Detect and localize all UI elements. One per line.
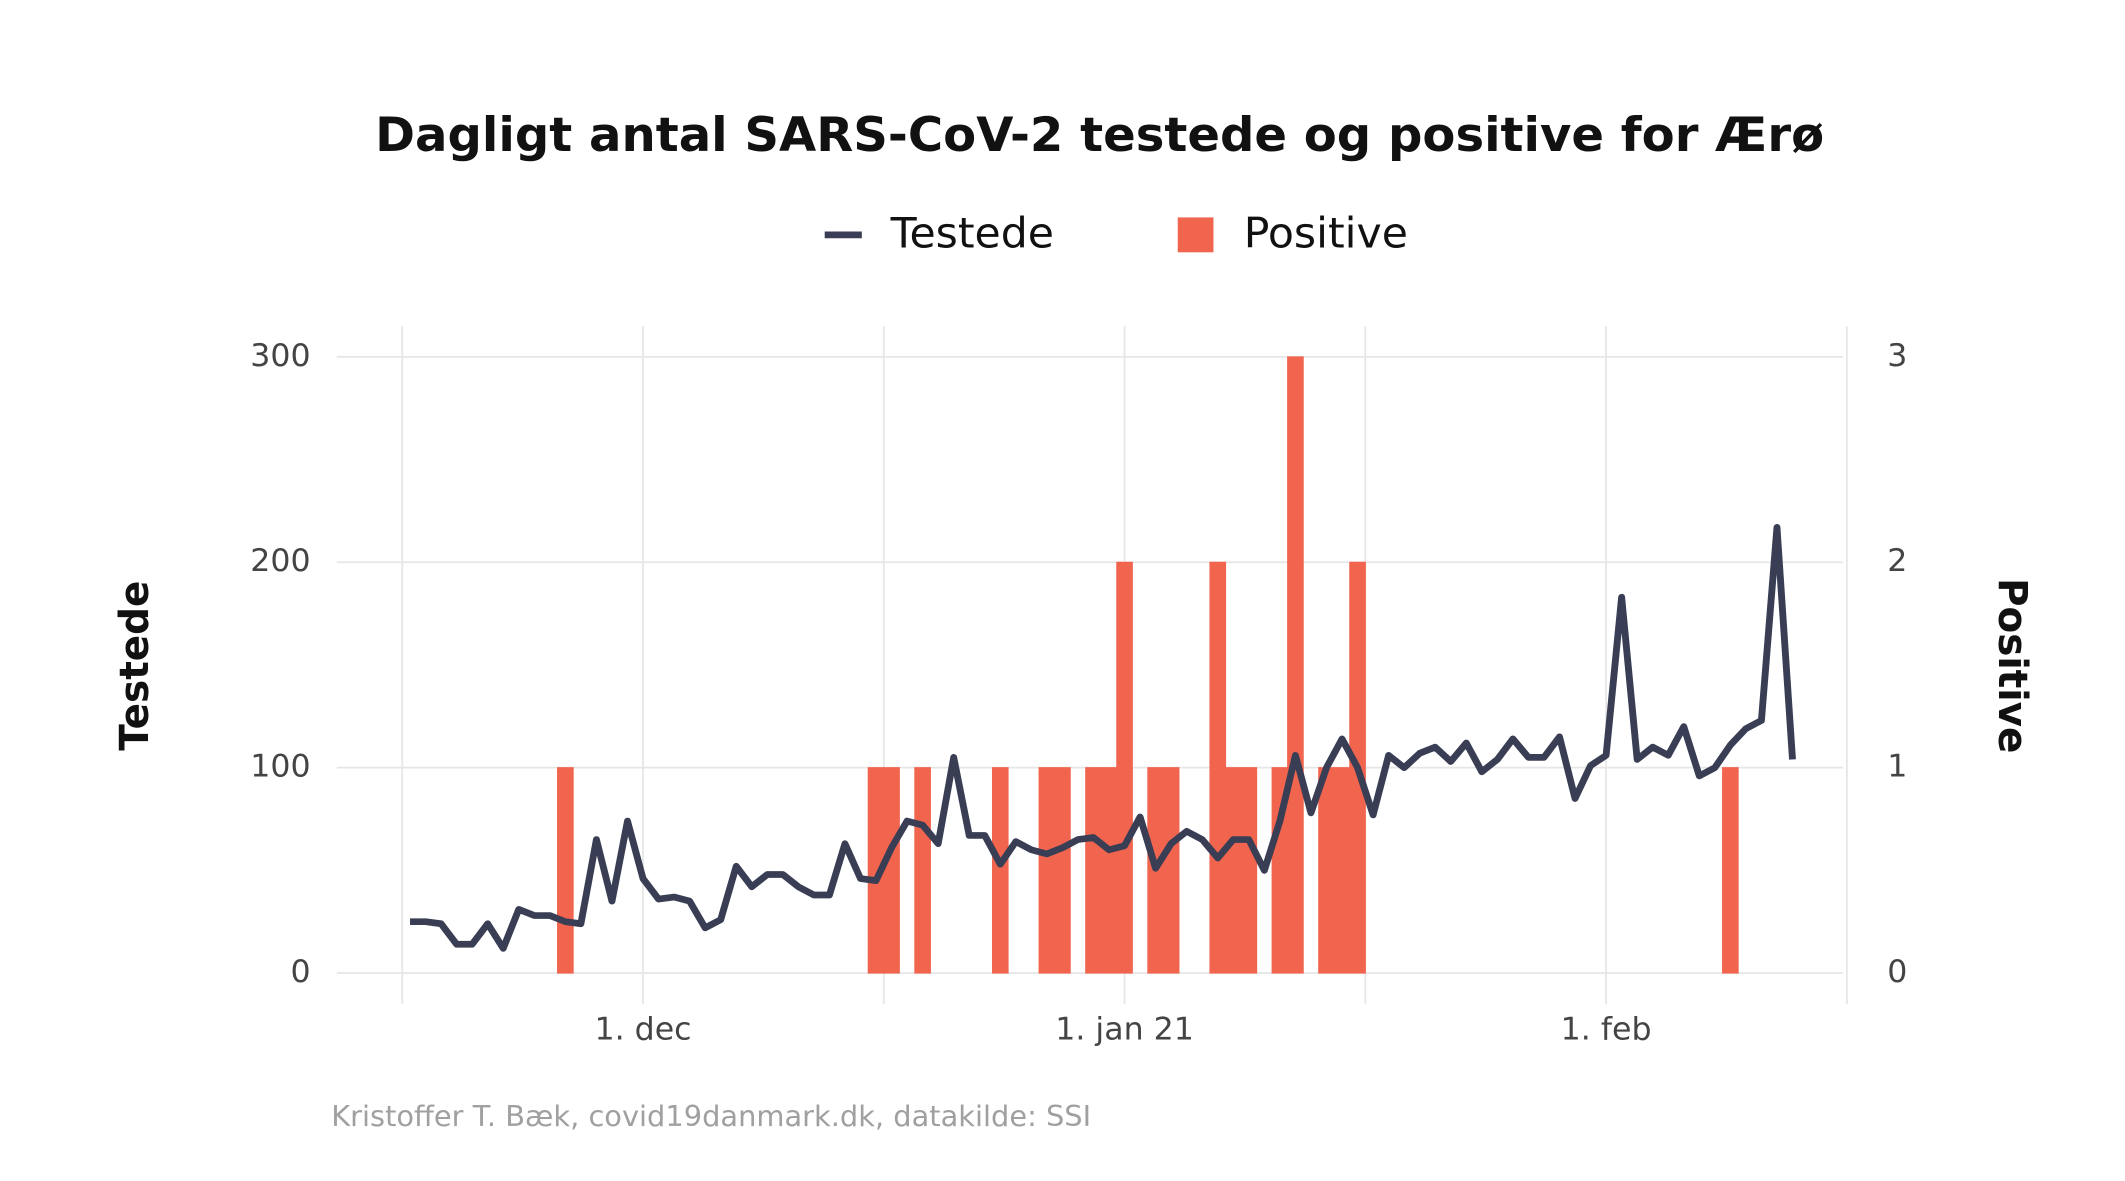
x-tick-label: 1. dec [594, 1012, 691, 1048]
bar [1162, 767, 1180, 974]
bar [1722, 767, 1739, 974]
legend-label: Positive [1244, 209, 1408, 257]
legend-label: Testede [890, 209, 1054, 257]
y2-tick-label: 3 [1887, 338, 1907, 374]
marks [410, 356, 1796, 974]
y-tick-label: 100 [250, 749, 310, 785]
y-tick-label: 300 [250, 338, 310, 374]
bar [1085, 767, 1102, 974]
bar [1100, 767, 1118, 974]
y2-tick-label: 1 [1887, 749, 1907, 785]
bar [883, 767, 900, 974]
y-axis-title: Testede [112, 581, 159, 751]
y2-tick-label: 2 [1887, 544, 1907, 580]
bar [914, 767, 931, 974]
bar [557, 767, 574, 974]
legend: Testede Positive [824, 209, 1408, 257]
y-tick-label: 200 [250, 544, 310, 580]
y-tick-label: 0 [291, 954, 311, 990]
bar [1054, 767, 1071, 974]
bar [1209, 561, 1227, 974]
x-tick-label: 1. jan 21 [1055, 1012, 1194, 1048]
line [410, 524, 1796, 952]
bar [1333, 767, 1351, 974]
chart-title: Dagligt antal SARS-CoV-2 testede og posi… [375, 109, 1824, 163]
bar [1240, 767, 1258, 974]
bar [1116, 561, 1133, 974]
bar [991, 767, 1009, 974]
legend-key [1177, 217, 1214, 253]
bar [1287, 356, 1304, 974]
x-tick-label: 1. feb [1561, 1012, 1652, 1048]
bar [1038, 767, 1056, 974]
y2-axis-title: Positive [1989, 578, 2036, 753]
bar [1224, 767, 1242, 974]
bar [1318, 767, 1335, 974]
caption: Kristoffer T. Bæk, covid19danmark.dk, da… [331, 1100, 1091, 1133]
y2-tick-label: 0 [1887, 954, 1907, 990]
